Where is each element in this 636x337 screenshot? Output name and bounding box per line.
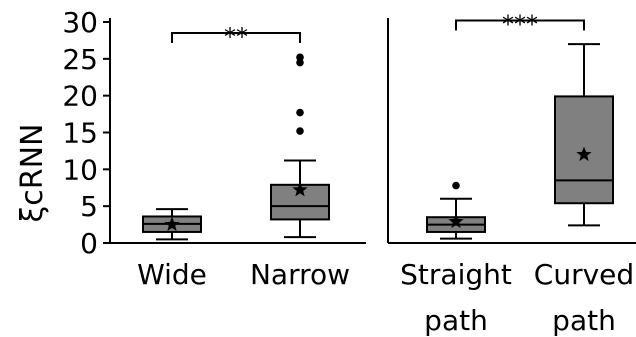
- box-outlier-point: [296, 108, 304, 117]
- x-category-label: path: [552, 304, 616, 337]
- box-mean-marker: [164, 216, 180, 232]
- significance-label: **: [224, 23, 248, 51]
- box-iqr: [270, 183, 330, 221]
- x-category-label: Narrow: [250, 258, 350, 291]
- y-tick-label: 5: [80, 190, 98, 223]
- significance-bracket: [171, 32, 301, 44]
- box-outlier-point: [296, 127, 304, 135]
- y-axis-label: ξcRNN: [15, 124, 50, 223]
- chart-panel-right: Straight path Curved path ***: [387, 11, 636, 337]
- significance-bracket: [455, 19, 585, 31]
- x-category-label: Curved: [534, 258, 634, 291]
- y-tick-label: 25: [62, 43, 98, 76]
- box-mean-marker: [292, 182, 308, 197]
- y-tick-label: 0: [80, 227, 98, 260]
- significance-label: ***: [502, 11, 538, 39]
- y-tick-label: 10: [62, 153, 98, 186]
- box-mean-marker: [576, 146, 592, 162]
- y-tick-label: 30: [62, 6, 98, 39]
- x-category-label: Wide: [137, 258, 207, 291]
- y-tick-label: 15: [62, 117, 98, 150]
- x-category-label: Straight: [400, 258, 512, 291]
- box-mean-marker: [448, 213, 464, 229]
- x-category-label: path: [424, 304, 488, 337]
- y-tick-label: 20: [62, 80, 98, 113]
- box-outlier-point: [452, 181, 460, 190]
- box-outlier-point: [296, 53, 304, 62]
